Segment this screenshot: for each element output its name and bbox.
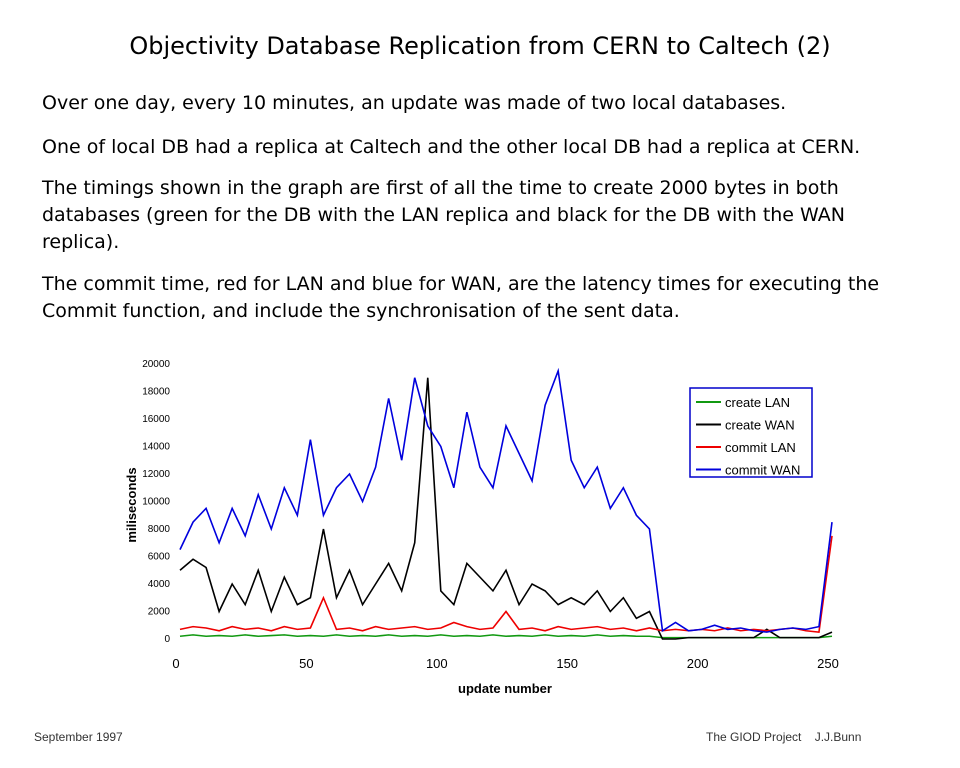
series-line [179,377,833,640]
x-tick-label: 50 [299,656,313,671]
x-tick-label: 250 [817,656,839,671]
paragraph: The commit time, red for LAN and blue fo… [42,273,880,322]
y-axis-label: miliseconds [124,467,139,542]
paragraph: One of local DB had a replica at Caltech… [42,136,861,158]
y-tick-label: 12000 [142,469,170,480]
footer: September 1997 [34,730,123,744]
x-tick-label: 200 [687,656,709,671]
series-line [179,535,833,634]
series-line [179,367,833,633]
x-tick-label: 100 [426,656,448,671]
legend-label: commit LAN [725,440,796,455]
y-tick-label: 14000 [142,442,170,453]
y-tick-label: 0 [164,634,170,645]
y-tick-label: 8000 [148,524,171,535]
y-tick-label: 20000 [142,359,170,370]
legend-label: commit WAN [725,463,800,478]
x-axis-label: update number [458,681,552,696]
footer: The GIOD Project J.J.Bunn [706,730,862,744]
x-tick-label: 0 [172,656,179,671]
y-tick-label: 16000 [142,414,170,425]
y-tick-label: 2000 [148,607,171,618]
paragraph: The timings shown in the graph are first… [42,177,845,253]
y-tick-label: 4000 [148,579,171,590]
y-tick-label: 10000 [142,497,170,508]
paragraph: Over one day, every 10 minutes, an updat… [42,92,787,114]
x-tick-label: 150 [556,656,578,671]
chart: 0200040006000800010000120001400016000180… [124,359,839,696]
y-tick-label: 18000 [142,387,170,398]
legend-label: create WAN [725,418,795,433]
legend-label: create LAN [725,395,790,410]
title: Objectivity Database Replication from CE… [129,32,831,60]
y-tick-label: 6000 [148,552,171,563]
